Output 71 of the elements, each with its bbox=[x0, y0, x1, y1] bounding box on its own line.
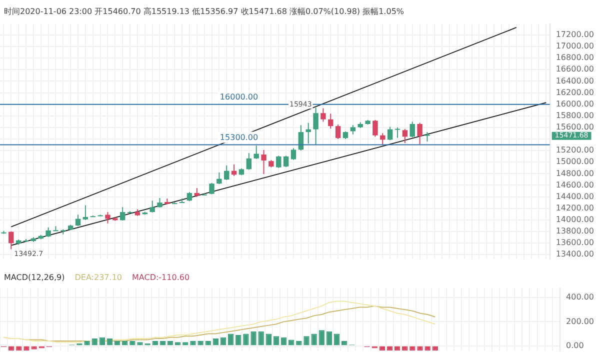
y-tick-label: 16200.00 bbox=[556, 88, 594, 97]
y-tick-label: 0.00 bbox=[566, 340, 584, 350]
y-tick-label: 17200.00 bbox=[556, 30, 594, 40]
ref-line-label: 15300.00 bbox=[220, 132, 258, 142]
candlestick bbox=[372, 119, 378, 138]
candlestick bbox=[335, 124, 341, 140]
candlestick bbox=[306, 122, 311, 144]
candlestick bbox=[417, 122, 422, 145]
bar bbox=[311, 334, 317, 346]
candlestick bbox=[120, 206, 126, 221]
y-tick-label: 13400.00 bbox=[556, 250, 594, 259]
bar bbox=[243, 334, 249, 346]
y-tick-label: 14400.00 bbox=[556, 192, 594, 201]
bar bbox=[236, 334, 242, 346]
candlestick bbox=[380, 132, 386, 146]
candlestick bbox=[410, 121, 415, 138]
candlestick bbox=[394, 126, 400, 138]
candlestick bbox=[402, 128, 408, 144]
candlestick bbox=[46, 226, 51, 238]
y-tick-label: 16000.00 bbox=[556, 99, 594, 108]
bar bbox=[334, 334, 340, 346]
bar bbox=[228, 334, 234, 346]
candlestick bbox=[150, 200, 155, 213]
y-tick-label: 15600.00 bbox=[556, 122, 594, 132]
candlestick bbox=[8, 230, 14, 250]
candlestick bbox=[254, 145, 259, 160]
candlestick bbox=[224, 164, 230, 181]
y-tick-label: 200.00 bbox=[566, 316, 594, 326]
y-tick-label: 14800.00 bbox=[556, 168, 594, 178]
bar bbox=[266, 334, 272, 346]
text: MACD:-110.60 bbox=[132, 273, 190, 282]
bar bbox=[258, 331, 264, 346]
candlestick bbox=[283, 155, 289, 168]
candlestick bbox=[82, 204, 88, 220]
candlestick bbox=[216, 172, 222, 185]
y-tick-label: 13600.00 bbox=[556, 238, 594, 248]
ref-line-label: 16000.00 bbox=[220, 92, 258, 102]
y-tick-label: 16800.00 bbox=[556, 53, 594, 62]
chart-title: MACD(12,26,9) bbox=[4, 273, 65, 282]
candlestick bbox=[75, 214, 81, 226]
y-tick-label: 14600.00 bbox=[556, 180, 594, 190]
bar bbox=[326, 331, 332, 346]
candlestick bbox=[424, 132, 430, 142]
y-tick-label: 17000.00 bbox=[556, 42, 594, 51]
y-tick-label: 16400.00 bbox=[556, 76, 594, 86]
bar bbox=[182, 342, 188, 346]
y-tick-label: 15200.00 bbox=[556, 146, 594, 155]
candlestick bbox=[246, 152, 252, 170]
y-tick-label: 15000.00 bbox=[556, 157, 594, 166]
candlestick bbox=[276, 155, 282, 168]
bar bbox=[137, 342, 143, 346]
candlestick bbox=[320, 108, 326, 122]
y-tick-label: 400.00 bbox=[566, 292, 594, 302]
y-tick-label: 16600.00 bbox=[556, 64, 594, 74]
candlestick bbox=[261, 149, 266, 175]
y-tick-label: 14200.00 bbox=[556, 203, 594, 212]
bar bbox=[175, 342, 181, 346]
y-tick-label: 13800.00 bbox=[556, 226, 594, 236]
candlestick bbox=[298, 124, 304, 152]
candlestick bbox=[328, 113, 334, 130]
text: DEA:237.10 bbox=[74, 273, 122, 282]
candlestick bbox=[350, 124, 356, 135]
candlestick bbox=[157, 197, 162, 208]
candlestick bbox=[387, 126, 393, 141]
candlestick bbox=[105, 212, 110, 224]
candlestick bbox=[313, 107, 318, 146]
text: 时间2020-11-06 23:00 开15460.70 高15519.13 低15356.97 收15471.68 涨幅0.07%(10.98) 振幅1.05% bbox=[4, 7, 404, 16]
y-tick-label: 14000.00 bbox=[556, 214, 594, 224]
bar bbox=[318, 330, 324, 346]
candlestick bbox=[290, 148, 296, 160]
y-tick-label: 15800.00 bbox=[556, 110, 594, 120]
